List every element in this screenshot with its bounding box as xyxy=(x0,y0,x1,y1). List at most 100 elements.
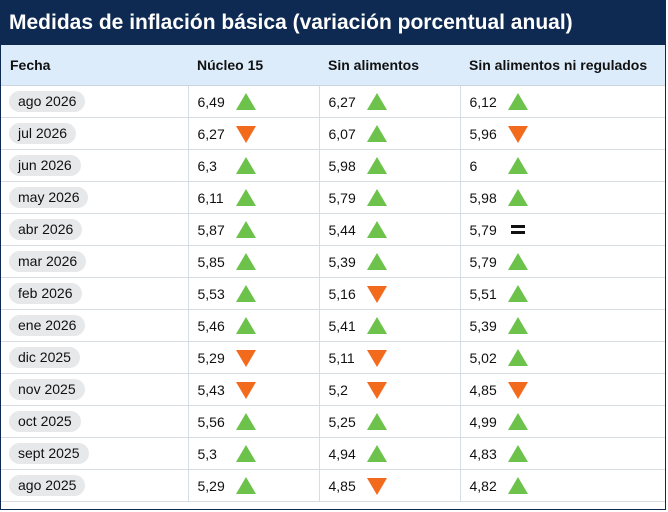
triangle-up-icon xyxy=(235,285,256,302)
triangle-down-icon xyxy=(366,477,387,495)
value-text: 6,49 xyxy=(197,93,225,110)
column-header-sin-alimentos: Sin alimentos xyxy=(319,45,460,86)
triangle-up-icon xyxy=(235,477,256,494)
triangle-up-icon xyxy=(235,445,256,462)
value-cell-sin-alimentos: 5,25 xyxy=(318,405,460,438)
value-text: 5,79 xyxy=(328,189,356,206)
date-pill: feb 2026 xyxy=(9,283,82,304)
value-cell-nucleo15: 5,53 xyxy=(187,277,319,310)
date-pill: ago 2026 xyxy=(9,91,86,112)
date-pill: ene 2026 xyxy=(9,315,86,336)
date-pill: nov 2025 xyxy=(9,379,85,400)
value-cell-sin-alimentos: 5,16 xyxy=(318,277,460,310)
value-cell-sin-alimentos: 5,39 xyxy=(318,245,460,278)
value-text: 6,07 xyxy=(328,125,356,142)
table-row: dic 2025 5,29 5,11 5,02 xyxy=(1,341,665,374)
value-cell-sin-alimentos: 6,27 xyxy=(318,85,460,118)
value-cell-sin-alimentos-regulados: 5,51 xyxy=(459,277,665,310)
column-header-sin-alimentos-regulados: Sin alimentos ni regulados xyxy=(460,45,665,86)
value-cell-sin-alimentos: 6,07 xyxy=(318,117,460,150)
date-pill: sept 2025 xyxy=(9,443,89,464)
triangle-up-icon xyxy=(507,157,528,174)
triangle-up-icon xyxy=(507,349,528,366)
value-text: 5,29 xyxy=(197,477,225,494)
date-cell: sept 2025 xyxy=(1,437,188,470)
date-cell: ene 2026 xyxy=(1,309,188,342)
value-text: 4,85 xyxy=(328,477,356,494)
date-cell: nov 2025 xyxy=(1,373,188,406)
value-text: 5,56 xyxy=(197,413,225,430)
value-cell-nucleo15: 5,29 xyxy=(187,469,319,502)
value-text: 5,79 xyxy=(469,253,497,270)
value-cell-nucleo15: 5,46 xyxy=(187,309,319,342)
equal-sign-icon xyxy=(510,225,525,234)
value-cell-sin-alimentos-regulados: 5,96 xyxy=(459,117,665,150)
triangle-up-icon xyxy=(366,221,387,238)
table-title: Medidas de inflación básica (variación p… xyxy=(1,1,665,45)
triangle-up-icon xyxy=(235,317,256,334)
value-cell-nucleo15: 6,3 xyxy=(187,149,319,182)
value-text: 4,83 xyxy=(469,445,497,462)
value-text: 4,94 xyxy=(328,445,356,462)
value-text: 6,12 xyxy=(469,93,497,110)
value-text: 5,25 xyxy=(328,413,356,430)
value-text: 5,11 xyxy=(328,349,355,366)
value-text: 5,79 xyxy=(469,221,497,238)
value-text: 6,27 xyxy=(328,93,356,110)
table-row: oct 2025 5,56 5,25 4,99 xyxy=(1,405,665,438)
date-cell: jul 2026 xyxy=(1,117,188,150)
value-text: 5,96 xyxy=(469,125,497,142)
value-text: 5,29 xyxy=(197,349,225,366)
table-row: nov 2025 5,43 5,2 4,85 xyxy=(1,373,665,406)
date-pill: abr 2026 xyxy=(9,219,83,240)
triangle-down-icon xyxy=(507,125,528,143)
table-row: ago 2026 6,49 6,27 6,12 xyxy=(1,85,665,118)
value-cell-sin-alimentos-regulados: 4,85 xyxy=(459,373,665,406)
value-cell-sin-alimentos: 5,41 xyxy=(318,309,460,342)
column-header-row: Fecha Núcleo 15 Sin alimentos Sin alimen… xyxy=(1,45,665,86)
value-cell-nucleo15: 5,29 xyxy=(187,341,319,374)
triangle-up-icon xyxy=(507,93,528,110)
value-text: 5,51 xyxy=(469,285,497,302)
value-text: 5,41 xyxy=(328,317,356,334)
value-cell-nucleo15: 5,3 xyxy=(187,437,319,470)
value-text: 5,87 xyxy=(197,221,225,238)
value-cell-nucleo15: 6,27 xyxy=(187,117,319,150)
value-text: 5,46 xyxy=(197,317,225,334)
value-text: 4,82 xyxy=(469,477,497,494)
column-header-fecha: Fecha xyxy=(1,45,188,86)
date-cell: dic 2025 xyxy=(1,341,188,374)
value-text: 5,02 xyxy=(469,349,497,366)
date-pill: jul 2026 xyxy=(9,123,77,144)
triangle-up-icon xyxy=(366,445,387,462)
value-cell-nucleo15: 5,85 xyxy=(187,245,319,278)
value-text: 5,85 xyxy=(197,253,225,270)
table-row: jun 2026 6,3 5,98 6 xyxy=(1,149,665,182)
value-cell-nucleo15: 6,49 xyxy=(187,85,319,118)
value-cell-sin-alimentos: 5,11 xyxy=(318,341,460,374)
value-cell-sin-alimentos-regulados: 4,83 xyxy=(459,437,665,470)
table-row: mar 2026 5,85 5,39 5,79 xyxy=(1,245,665,278)
date-pill: mar 2026 xyxy=(9,251,87,272)
inflation-table: Fecha Núcleo 15 Sin alimentos Sin alimen… xyxy=(1,45,665,502)
date-pill: may 2026 xyxy=(9,187,89,208)
date-pill: oct 2025 xyxy=(9,411,81,432)
table-row: sept 2025 5,3 4,94 4,83 xyxy=(1,437,665,470)
triangle-up-icon xyxy=(366,413,387,430)
date-cell: abr 2026 xyxy=(1,213,188,246)
triangle-up-icon xyxy=(507,189,528,206)
date-cell: mar 2026 xyxy=(1,245,188,278)
triangle-up-icon xyxy=(366,317,387,334)
triangle-up-icon xyxy=(507,253,528,270)
triangle-down-icon xyxy=(235,125,256,143)
value-cell-sin-alimentos-regulados: 5,02 xyxy=(459,341,665,374)
date-cell: ago 2026 xyxy=(1,85,188,118)
triangle-down-icon xyxy=(366,285,387,303)
triangle-up-icon xyxy=(366,189,387,206)
value-text: 6,27 xyxy=(197,125,225,142)
triangle-up-icon xyxy=(507,413,528,430)
triangle-up-icon xyxy=(235,413,256,430)
value-cell-sin-alimentos-regulados: 4,82 xyxy=(459,469,665,502)
value-text: 5,16 xyxy=(328,285,356,302)
value-text: 5,98 xyxy=(328,157,356,174)
